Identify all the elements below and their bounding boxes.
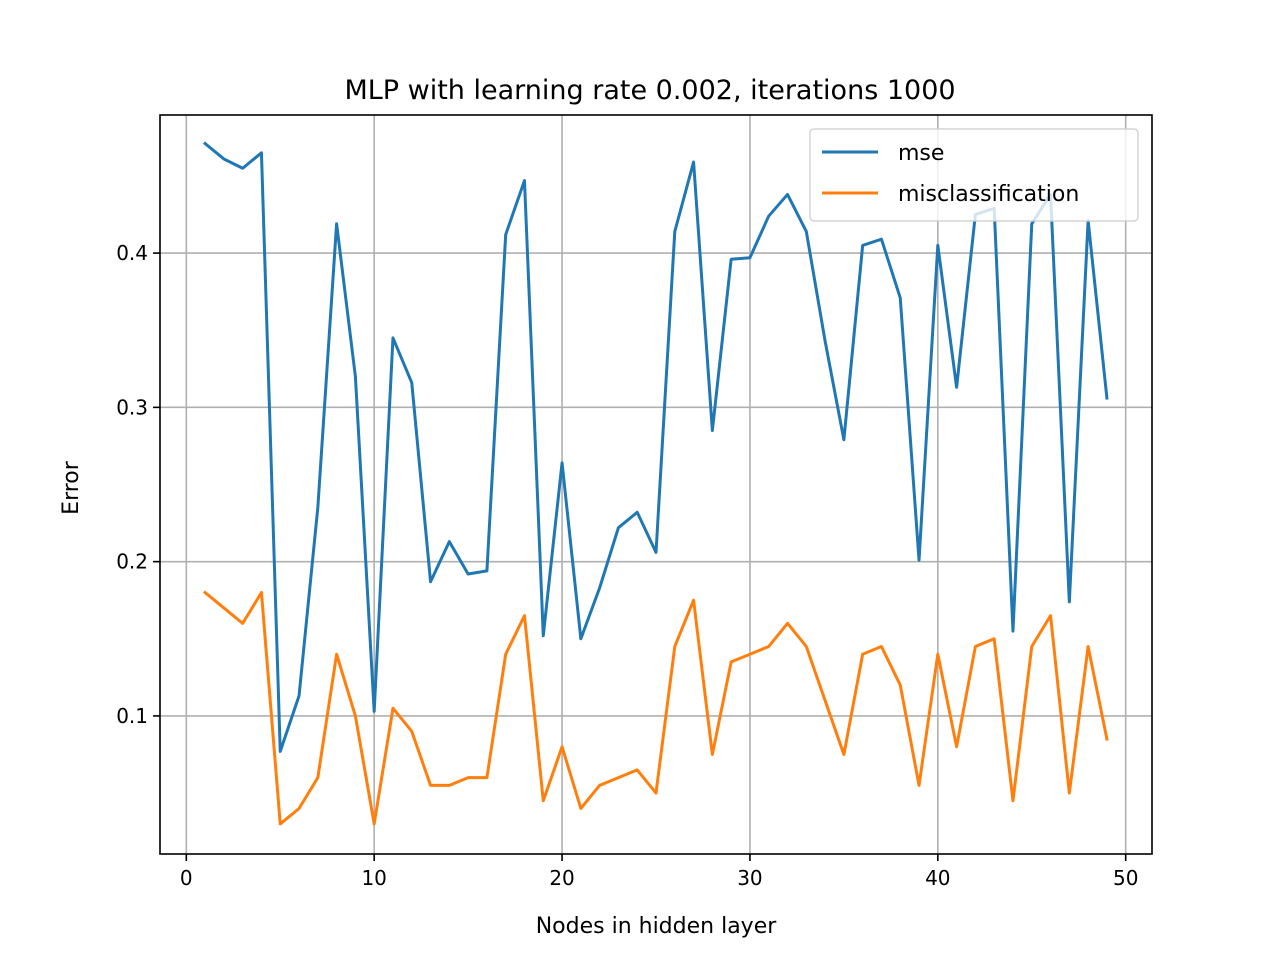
chart-title: MLP with learning rate 0.002, iterations… xyxy=(344,75,955,106)
series-line-mse xyxy=(202,141,1109,753)
ticks: 0 10 20 30 40 50 0.1 0.2 0.3 0.4 xyxy=(116,241,1138,890)
x-tick-label: 10 xyxy=(361,866,386,890)
y-tick-label: 0.1 xyxy=(116,704,148,728)
x-axis-label: Nodes in hidden layer xyxy=(536,914,778,939)
y-tick-label: 0.2 xyxy=(116,550,148,574)
series-line-misclassification xyxy=(202,590,1109,826)
x-tick-label: 30 xyxy=(737,866,762,890)
plot-frame xyxy=(159,114,1153,855)
x-tick-label: 20 xyxy=(549,866,574,890)
x-tick-label: 0 xyxy=(180,866,193,890)
series-layer xyxy=(202,141,1109,826)
x-tick-label: 40 xyxy=(925,866,950,890)
x-tick-label: 50 xyxy=(1113,866,1138,890)
y-tick-label: 0.4 xyxy=(116,241,148,265)
y-tick-label: 0.3 xyxy=(116,395,148,419)
y-axis-label: Error xyxy=(59,460,84,515)
legend-box xyxy=(809,128,1139,222)
legend: mse misclassification xyxy=(809,128,1139,222)
legend-label-mse: mse xyxy=(898,141,944,166)
legend-label-misclassification: misclassification xyxy=(898,182,1079,207)
